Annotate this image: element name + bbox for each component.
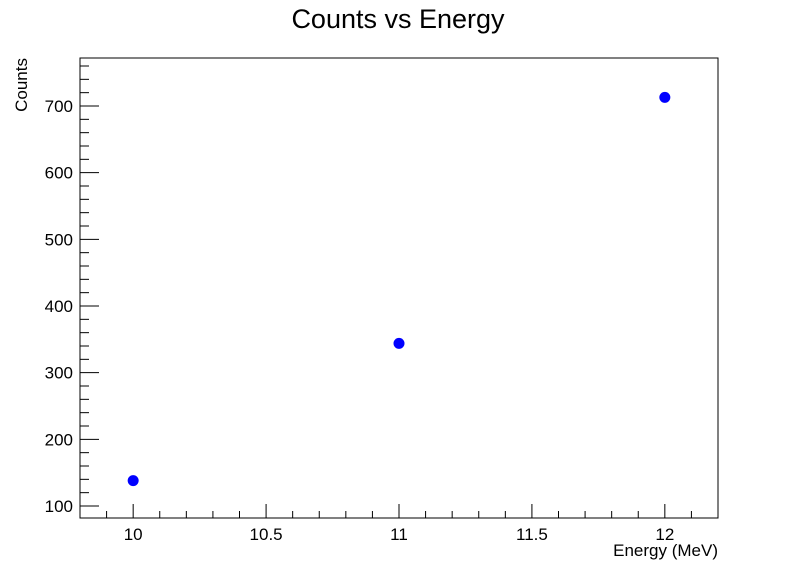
y-tick-label: 500 <box>45 230 73 249</box>
y-tick-label: 600 <box>45 164 73 183</box>
x-tick-label: 11.5 <box>516 525 548 544</box>
data-point <box>393 337 405 349</box>
data-series <box>127 91 671 487</box>
data-point <box>127 475 139 487</box>
x-axis: 10 10.5 11 11.5 12 <box>79 504 719 544</box>
x-tick-label: 10.5 <box>250 525 283 544</box>
y-tick-label: 300 <box>45 364 73 383</box>
y-tick-label: 700 <box>45 97 73 116</box>
y-tick-label: 200 <box>45 430 73 449</box>
x-axis-label: Energy (MeV) <box>613 541 718 560</box>
x-tick-label: 12 <box>655 525 674 544</box>
x-tick-label: 10 <box>124 525 143 544</box>
y-axis-label: Counts <box>12 58 31 112</box>
data-point <box>659 91 671 103</box>
plot-frame <box>79 57 719 519</box>
x-tick-label: 11 <box>390 525 408 544</box>
chart-title: Counts vs Energy <box>291 4 505 34</box>
y-tick-label: 400 <box>45 297 73 316</box>
y-axis: 100 200 300 400 500 600 700 <box>45 65 99 516</box>
y-tick-label: 100 <box>45 497 73 516</box>
